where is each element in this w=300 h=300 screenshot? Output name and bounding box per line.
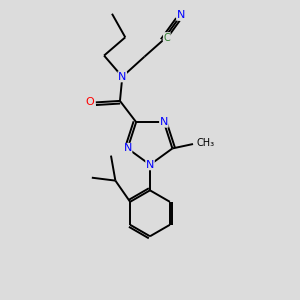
Text: O: O	[85, 97, 94, 107]
Text: N: N	[177, 10, 185, 20]
Text: N: N	[118, 72, 127, 82]
Text: N: N	[146, 160, 154, 170]
Text: C: C	[164, 33, 170, 43]
Text: N: N	[160, 117, 168, 127]
Text: N: N	[123, 143, 132, 153]
Text: CH₃: CH₃	[196, 138, 214, 148]
